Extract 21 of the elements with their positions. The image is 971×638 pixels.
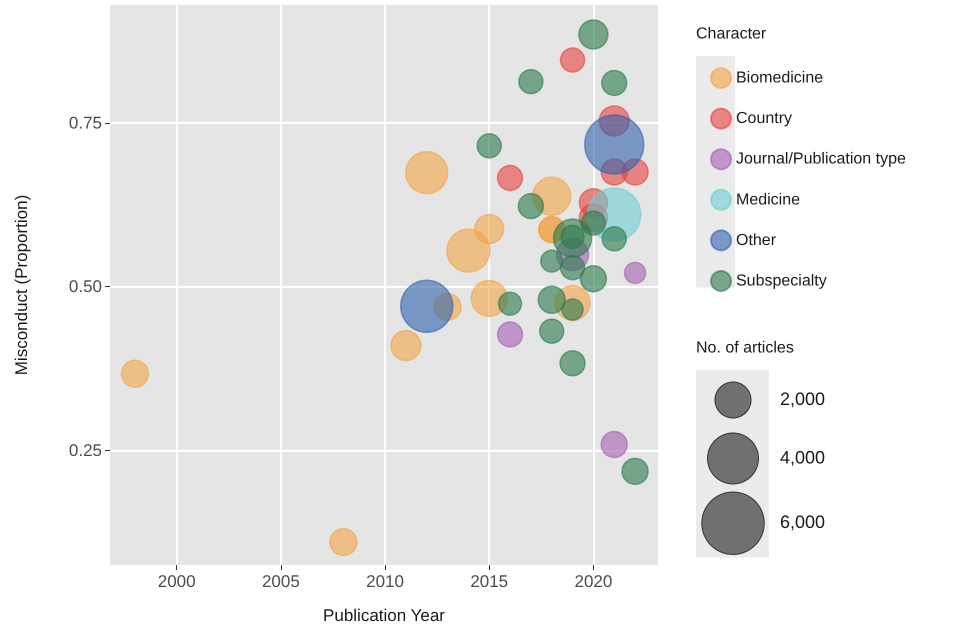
legend-label: 2,000 — [780, 389, 826, 409]
y-tick-label: 0.75 — [68, 113, 102, 132]
legend-label: Medicine — [736, 191, 800, 208]
x-tick-label: 2010 — [366, 572, 404, 591]
x-tick-label: 2000 — [158, 572, 196, 591]
x-tick-label: 2005 — [262, 572, 300, 591]
x-tick-label: 2020 — [574, 572, 612, 591]
legend-label: 6,000 — [780, 512, 826, 532]
legend-label: Biomedicine — [736, 70, 824, 86]
x-axis-title: Publication Year — [323, 606, 446, 625]
legend-title: Character — [696, 26, 767, 42]
legend-label: Other — [736, 232, 777, 249]
legend-label: Journal/Publication type — [736, 150, 906, 168]
y-tick-label: 0.50 — [68, 277, 102, 296]
legend-label: Country — [736, 110, 792, 128]
x-tick-label: 2015 — [470, 572, 508, 591]
y-tick-label: 0.25 — [68, 440, 102, 460]
legend-label: 4,000 — [780, 448, 826, 468]
y-axis-title: Misconduct (Proportion) — [12, 194, 31, 376]
legend-label: Subspecialty — [736, 272, 827, 290]
text: No. of articles — [696, 340, 794, 356]
